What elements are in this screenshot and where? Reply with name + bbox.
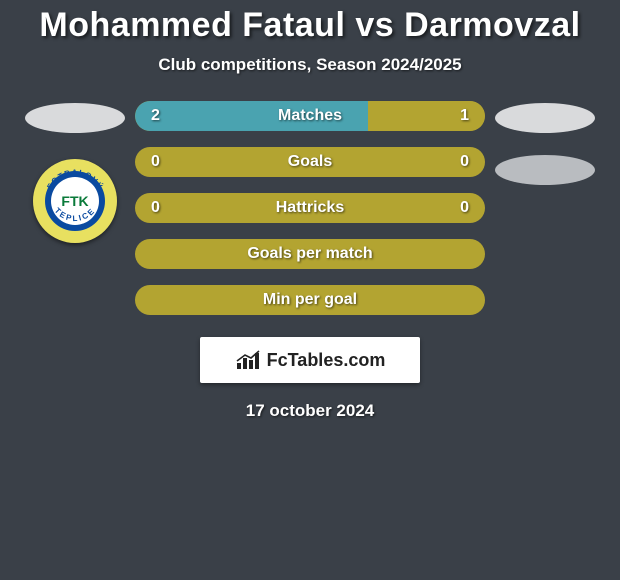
brand-text: FcTables.com (267, 350, 386, 371)
left-player-oval (25, 103, 125, 133)
stat-label: Goals (185, 153, 435, 171)
stat-row: 0Goals0 (135, 147, 485, 177)
infographic-container: Mohammed Fataul vs Darmovzal Club compet… (0, 0, 620, 421)
subtitle: Club competitions, Season 2024/2025 (158, 55, 461, 75)
left-column: FOTBALOVÝ TEPLICE FTK (15, 101, 135, 243)
stat-row: Goals per match (135, 239, 485, 269)
stat-label: Min per goal (185, 291, 435, 309)
left-club-badge: FOTBALOVÝ TEPLICE FTK (33, 159, 117, 243)
stat-label: Goals per match (185, 245, 435, 263)
stat-row: 2Matches1 (135, 101, 485, 131)
stat-label: Matches (185, 107, 435, 125)
stat-value-left: 2 (135, 107, 185, 125)
stat-value-right: 0 (435, 153, 485, 171)
chart-zone: FOTBALOVÝ TEPLICE FTK 2Matches10Goals00H… (0, 101, 620, 315)
stat-row: 0Hattricks0 (135, 193, 485, 223)
right-player-oval-1 (495, 103, 595, 133)
stat-row: Min per goal (135, 285, 485, 315)
stat-label: Hattricks (185, 199, 435, 217)
badge-center-text: FTK (61, 193, 88, 209)
stat-value-right: 1 (435, 107, 485, 125)
bar-chart-icon (235, 349, 261, 371)
right-column (485, 101, 605, 185)
badge-svg: FOTBALOVÝ TEPLICE FTK (33, 159, 117, 243)
date-text: 17 october 2024 (246, 401, 375, 421)
brand-box: FcTables.com (200, 337, 420, 383)
stat-rows: 2Matches10Goals00Hattricks0Goals per mat… (135, 101, 485, 315)
stat-value-left: 0 (135, 153, 185, 171)
stat-value-left: 0 (135, 199, 185, 217)
stat-value-right: 0 (435, 199, 485, 217)
page-title: Mohammed Fataul vs Darmovzal (39, 6, 580, 45)
right-player-oval-2 (495, 155, 595, 185)
